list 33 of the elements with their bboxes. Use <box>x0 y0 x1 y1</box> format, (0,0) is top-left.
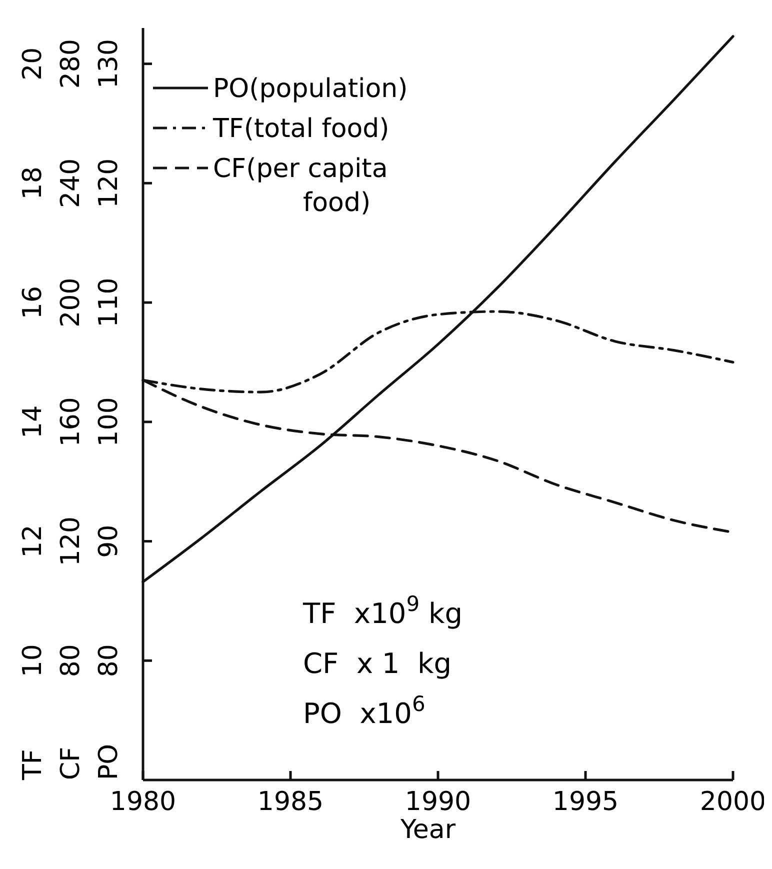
y-tick-label: 120 <box>94 158 124 208</box>
annotation: TF x10$^{9}$ kg <box>302 592 462 630</box>
y2-axis-title: CF <box>56 746 86 780</box>
y3-tick-label: 12 <box>18 524 48 558</box>
x-tick-label: 1980 <box>110 787 176 817</box>
legend-label: CF(per capita food) <box>213 154 388 218</box>
y2-tick-label: 160 <box>56 397 86 447</box>
x-tick-label: 1995 <box>552 787 619 817</box>
x-tick-label: 2000 <box>700 787 766 817</box>
y3-tick-label: 10 <box>18 644 48 678</box>
y3-axis-title: TF <box>18 749 48 781</box>
annotation: PO x10$^{6}$ <box>303 692 426 730</box>
x-axis-title: Year <box>399 815 456 845</box>
y-axis-title: PO <box>94 744 124 780</box>
y2-tick-label: 80 <box>56 644 86 678</box>
y-tick-label: 130 <box>94 38 124 89</box>
y-tick-label: 110 <box>94 278 124 328</box>
y-tick-label: 80 <box>94 644 124 678</box>
y3-tick-label: 18 <box>18 166 48 200</box>
y2-tick-label: 240 <box>56 158 86 208</box>
y2-tick-label: 280 <box>56 38 86 89</box>
x-tick-label: 1990 <box>404 787 472 817</box>
y2-tick-label: 120 <box>56 516 86 566</box>
y2-tick-label: 200 <box>56 278 86 328</box>
x-tick-label: 1985 <box>257 787 324 817</box>
annotation: CF x 1 kg <box>303 647 452 680</box>
y3-tick-label: 14 <box>18 405 48 438</box>
y-tick-label: 100 <box>94 397 124 447</box>
legend-label: TF(total food) <box>212 114 390 144</box>
y3-tick-label: 20 <box>18 47 48 80</box>
y3-tick-label: 16 <box>18 286 48 320</box>
legend-label: PO(population) <box>213 74 408 104</box>
y-tick-label: 90 <box>94 524 124 558</box>
